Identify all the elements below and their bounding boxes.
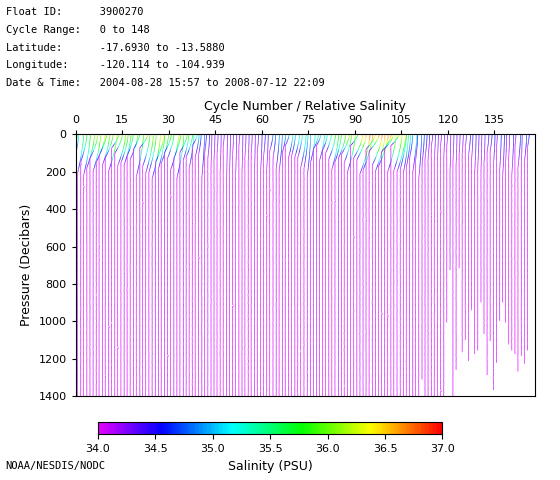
Text: Float ID:      3900270: Float ID: 3900270 <box>6 7 143 17</box>
Y-axis label: Pressure (Decibars): Pressure (Decibars) <box>20 204 33 326</box>
Title: Cycle Number / Relative Salinity: Cycle Number / Relative Salinity <box>204 100 406 113</box>
Text: NOAA/NESDIS/NODC: NOAA/NESDIS/NODC <box>6 461 106 471</box>
Text: Latitude:      -17.6930 to -13.5880: Latitude: -17.6930 to -13.5880 <box>6 43 225 53</box>
Text: Longitude:     -120.114 to -104.939: Longitude: -120.114 to -104.939 <box>6 60 225 71</box>
X-axis label: Salinity (PSU): Salinity (PSU) <box>228 460 312 473</box>
Text: Cycle Range:   0 to 148: Cycle Range: 0 to 148 <box>6 25 150 35</box>
Text: Date & Time:   2004-08-28 15:57 to 2008-07-12 22:09: Date & Time: 2004-08-28 15:57 to 2008-07… <box>6 78 324 88</box>
